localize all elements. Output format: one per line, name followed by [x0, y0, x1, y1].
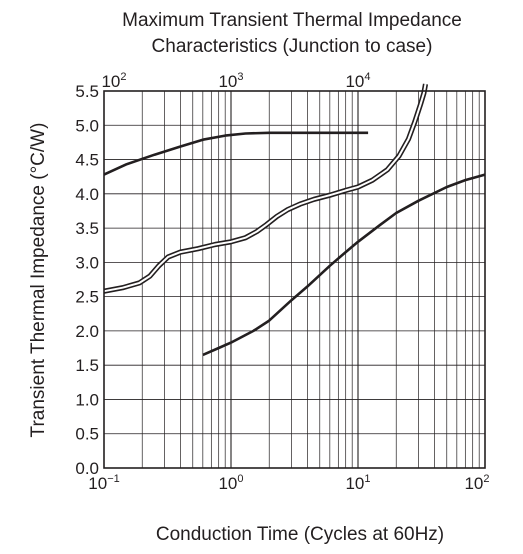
plot-frame	[103, 90, 486, 469]
y-tick-label: 1.5	[75, 356, 99, 375]
y-tick-label: 0.0	[75, 459, 99, 478]
y-tick-label: 4.0	[75, 185, 99, 204]
chart-title-line1: Maximum Transient Thermal Impedance	[122, 10, 462, 31]
x-tick-label: 102	[464, 473, 489, 493]
plot-grid	[104, 91, 485, 468]
series-2-line-inner	[103, 83, 427, 293]
y-tick-label: 0.5	[75, 425, 99, 444]
y-tick-label: 1.0	[75, 390, 99, 409]
y-tick-label: 5.0	[75, 116, 99, 135]
y-tick-label: 3.5	[75, 219, 99, 238]
y-tick-label: 2.5	[75, 288, 99, 307]
top-x-tick-label: 102	[101, 71, 126, 91]
x-tick-label: 100	[218, 473, 243, 493]
series-2-line-outer	[103, 83, 429, 294]
top-x-tick-label: 104	[345, 71, 370, 91]
y-tick-label: 2.0	[75, 322, 99, 341]
x-tick-label: 101	[345, 473, 370, 493]
series-3-line	[202, 173, 486, 357]
chart-title-line2: Characteristics (Junction to case)	[152, 36, 433, 57]
x-axis-label: Conduction Time (Cycles at 60Hz)	[156, 524, 444, 545]
x-tick-label: 10−1	[88, 473, 119, 493]
plot-series	[103, 83, 486, 357]
y-tick-label: 3.0	[75, 253, 99, 272]
y-axis-label: Transient Thermal Impedance (°C/W)	[28, 123, 49, 438]
y-tick-label: 5.5	[75, 82, 99, 101]
y-tick-label: 4.5	[75, 151, 99, 170]
top-x-tick-label: 103	[218, 71, 243, 91]
plot-ticks: 0.0 0.5 1.0 1.5 2.0 2.5 3.0 3.5 4.0 4.5 5.0 5.5 10−1…	[75, 71, 489, 493]
series-1-line	[103, 131, 369, 176]
